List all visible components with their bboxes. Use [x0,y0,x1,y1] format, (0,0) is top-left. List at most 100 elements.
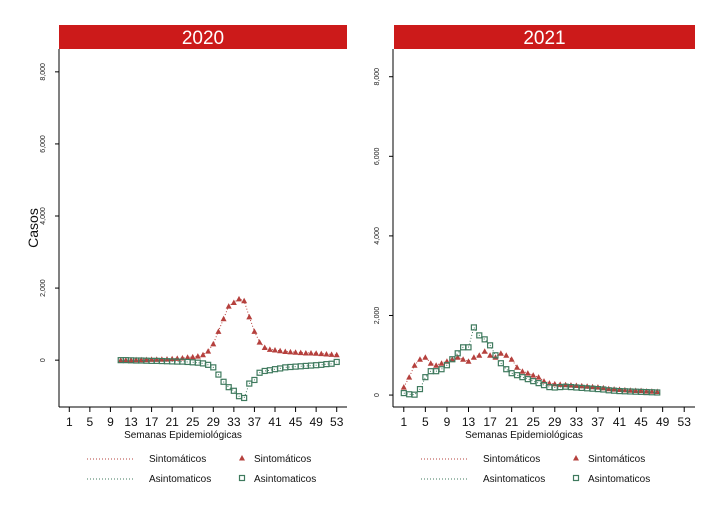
data-point-asintomaticos [422,374,429,381]
legend-marker-swatch [239,455,245,461]
data-point-sintomaticos [638,387,645,394]
panel-title: 2020 [182,28,224,49]
data-point-asintomaticos [449,356,456,363]
x-tick-label: 53 [678,415,692,429]
y-tick-label: 0 [40,358,47,362]
y-tick-label: 2,000 [374,307,381,325]
data-point-asintomaticos [513,372,521,379]
data-point-sintomaticos [292,349,299,355]
x-tick-label: 25 [527,415,541,429]
data-point-asintomaticos [251,376,258,384]
data-point-sintomaticos [508,356,515,362]
y-tick-label: 4,000 [374,227,381,245]
x-tick-label: 37 [591,415,605,429]
data-point-sintomaticos [433,362,440,368]
data-point-sintomaticos [266,346,273,352]
data-point-sintomaticos [277,347,284,354]
data-point-sintomaticos [138,356,145,363]
legend-marker-swatch [572,474,580,482]
data-point-asintomaticos [481,336,488,343]
x-tick-label: 49 [309,415,323,429]
data-point-asintomaticos [261,367,268,375]
data-point-asintomaticos [400,389,407,397]
panel-2021: 2021 0 2,000 4,000 6,000 8,000 1 5 9 13 17 21 25 29 33… [374,25,695,485]
data-point-sintomaticos [654,388,661,394]
legend-marker-label: Sintomáticos [254,454,311,465]
data-point-asintomaticos [654,389,661,396]
data-point-asintomaticos [492,352,499,359]
data-point-sintomaticos [492,354,499,360]
data-point-sintomaticos [241,297,248,304]
data-point-sintomaticos [632,387,639,393]
data-point-sintomaticos [194,353,201,359]
data-point-asintomaticos [271,366,279,373]
y-tick-label: 6,000 [40,135,47,153]
data-point-asintomaticos [225,384,232,391]
x-tick-label: 1 [400,415,407,429]
y-tick-label: 8,000 [40,63,47,81]
x-tick-label: 9 [107,415,114,429]
data-point-sintomaticos [481,348,488,354]
y-tick-label: 6,000 [374,147,381,165]
data-point-sintomaticos [282,348,289,355]
data-point-sintomaticos [487,352,494,358]
data-point-sintomaticos [465,358,472,364]
data-point-sintomaticos [400,384,407,390]
data-point-sintomaticos [519,368,526,374]
data-point-sintomaticos [611,386,618,392]
data-point-sintomaticos [328,351,335,357]
x-tick-label: 49 [656,415,670,429]
data-point-sintomaticos [416,356,423,362]
data-point-asintomaticos [416,385,424,393]
data-point-sintomaticos [272,347,278,353]
data-point-sintomaticos [210,340,217,347]
x-tick-label: 25 [186,415,200,429]
data-point-sintomaticos [313,350,320,356]
x-tick-label: 21 [505,415,519,429]
data-point-asintomaticos [470,324,477,331]
data-point-asintomaticos [411,391,418,398]
data-point-asintomaticos [215,371,222,378]
legend-marker-label: Asintomaticos [254,474,316,485]
data-point-sintomaticos [503,352,510,358]
data-point-sintomaticos [200,351,206,358]
legend-marker-swatch [238,474,246,482]
data-point-sintomaticos [230,299,237,305]
x-tick-label: 21 [165,415,179,429]
data-point-sintomaticos [246,313,253,320]
y-tick-label: 2,000 [40,279,47,297]
x-tick-label: 33 [227,415,241,429]
data-point-asintomaticos [465,344,472,351]
data-point-sintomaticos [454,354,461,360]
data-point-asintomaticos [519,374,526,381]
data-point-sintomaticos [302,349,309,356]
x-tick-label: 33 [570,415,584,429]
data-point-asintomaticos [220,378,227,385]
data-point-asintomaticos [486,342,494,349]
legend-line-label: Sintomáticos [149,454,206,465]
x-tick-label: 9 [444,415,451,429]
data-point-asintomaticos [530,378,537,385]
data-point-sintomaticos [600,384,607,391]
data-point-asintomaticos [246,380,253,387]
data-point-sintomaticos [308,349,314,356]
legend-marker-swatch [573,455,579,461]
data-point-sintomaticos [236,295,242,302]
data-point-asintomaticos [443,362,451,369]
data-point-sintomaticos [133,356,140,363]
x-tick-label: 5 [422,415,429,429]
data-point-asintomaticos [503,366,510,373]
series-line-asintomaticos [120,359,337,399]
data-point-sintomaticos [514,364,521,370]
data-point-asintomaticos [230,387,237,394]
x-tick-label: 37 [248,415,262,429]
x-tick-label: 17 [483,415,497,429]
data-point-asintomaticos [454,350,461,357]
data-point-asintomaticos [476,332,483,339]
legend-line-label: Asintomaticos [149,474,211,485]
data-point-sintomaticos [122,357,129,363]
data-point-sintomaticos [605,385,612,392]
data-point-sintomaticos [256,339,263,345]
data-point-asintomaticos [333,358,340,366]
